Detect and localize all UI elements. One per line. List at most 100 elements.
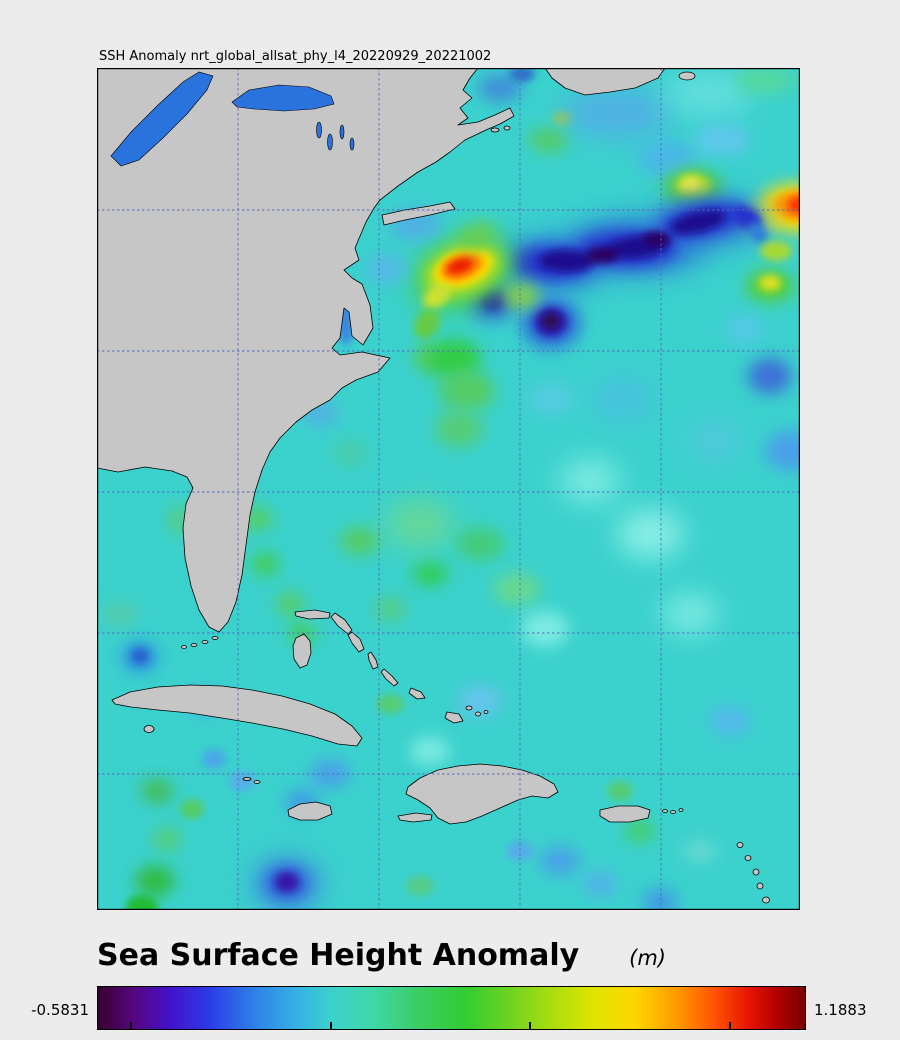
islet: [211, 636, 219, 640]
anomaly-blob: [275, 872, 299, 892]
anomaly-blob: [435, 411, 483, 447]
anomaly-blob: [664, 71, 754, 115]
ssh-map-svg: [97, 68, 800, 910]
anomaly-blob: [340, 527, 380, 555]
island: [599, 805, 651, 823]
islet: [490, 127, 500, 133]
lakes-layer: [110, 71, 355, 167]
anomaly-blob: [643, 889, 677, 910]
anomaly-blob: [759, 275, 781, 291]
anomaly-blob: [682, 178, 700, 190]
anomaly-blob: [503, 284, 539, 308]
island: [544, 68, 666, 96]
anomaly-blob: [670, 210, 726, 234]
anomaly-blob: [385, 500, 455, 548]
islet: [503, 125, 511, 131]
islet: [483, 710, 489, 714]
anomaly-blob: [310, 760, 350, 788]
river-mark: [316, 121, 322, 139]
anomaly-blob: [126, 895, 158, 910]
mainland-landmass: [97, 68, 515, 633]
anomaly-blob: [478, 74, 522, 102]
anomaly-blob: [529, 128, 569, 152]
colorbar-tick: [728, 1022, 731, 1029]
anomaly-blob: [446, 257, 474, 275]
anomaly-blob: [456, 528, 504, 560]
anomaly-blob: [625, 820, 655, 842]
lake: [110, 71, 214, 167]
islet: [242, 777, 252, 781]
anomaly-blob: [102, 602, 138, 626]
colorbar-max-label: 1.1883: [814, 1001, 867, 1020]
anomaly-blob: [694, 124, 750, 156]
anomaly-blob: [540, 847, 580, 875]
island: [397, 812, 433, 823]
colorbar-gradient: [97, 986, 806, 1030]
anomaly-blob: [539, 250, 595, 272]
colorbar-title: Sea Surface Height Anomaly: [97, 938, 580, 973]
anomaly-blob: [521, 611, 569, 647]
colorbar-heading-row: Sea Surface Height Anomaly (m): [97, 938, 666, 973]
island: [380, 668, 399, 687]
anomaly-blob: [376, 694, 404, 714]
islet: [756, 882, 764, 890]
anomaly-blob: [276, 592, 304, 616]
anomaly-blob: [710, 706, 750, 736]
anomaly-blob: [765, 431, 800, 471]
islet: [662, 809, 668, 813]
islet: [678, 71, 696, 81]
lake: [231, 84, 335, 112]
anomaly-blob: [542, 313, 560, 329]
anomaly-blob: [202, 749, 226, 769]
island: [294, 609, 331, 620]
islet: [475, 711, 481, 717]
islet: [181, 645, 187, 649]
anomaly-blob: [135, 865, 175, 897]
map-border: [97, 68, 800, 910]
anomaly-blob: [180, 799, 204, 819]
anomaly-blob: [760, 241, 792, 261]
anomaly-blob: [367, 255, 407, 283]
anomaly-blob: [637, 140, 697, 176]
island: [367, 651, 379, 670]
anomaly-blob: [153, 827, 181, 851]
islet: [678, 808, 684, 812]
colorbar-tick: [329, 1022, 332, 1029]
anomaly-blob: [643, 232, 671, 246]
anomaly-blob: [457, 222, 497, 250]
island: [408, 687, 426, 700]
anomaly-blob: [413, 308, 441, 340]
islet: [736, 842, 744, 848]
anomaly-blob: [748, 358, 792, 394]
island: [111, 684, 363, 747]
anomaly-field-layer: [102, 68, 800, 910]
anomaly-blob: [332, 440, 368, 466]
islet: [253, 780, 261, 784]
colorbar: -0.5831 1.1883: [31, 986, 867, 1030]
river-mark: [349, 137, 355, 151]
anomaly-blob: [406, 876, 434, 896]
islet: [465, 705, 473, 711]
colorbar-min-label: -0.5831: [31, 1001, 89, 1020]
island: [287, 801, 333, 821]
anomaly-blob: [141, 779, 173, 803]
anomaly-blob: [607, 781, 633, 801]
anomaly-blob: [684, 839, 716, 863]
island: [381, 201, 456, 226]
anomaly-blob: [410, 737, 450, 765]
islet: [744, 855, 752, 861]
islet: [670, 810, 676, 814]
anomaly-blob: [251, 552, 279, 576]
land-layer: [97, 68, 770, 904]
islet: [762, 896, 770, 904]
island: [347, 631, 365, 653]
island: [330, 612, 353, 635]
river-mark: [327, 133, 333, 151]
anomaly-blob: [617, 510, 683, 558]
anomaly-blob: [725, 315, 765, 343]
anomaly-blob: [439, 371, 495, 411]
map-title: SSH Anomaly nrt_global_allsat_phy_l4_202…: [99, 49, 492, 64]
anomaly-blob: [787, 196, 800, 214]
islet: [752, 868, 760, 876]
